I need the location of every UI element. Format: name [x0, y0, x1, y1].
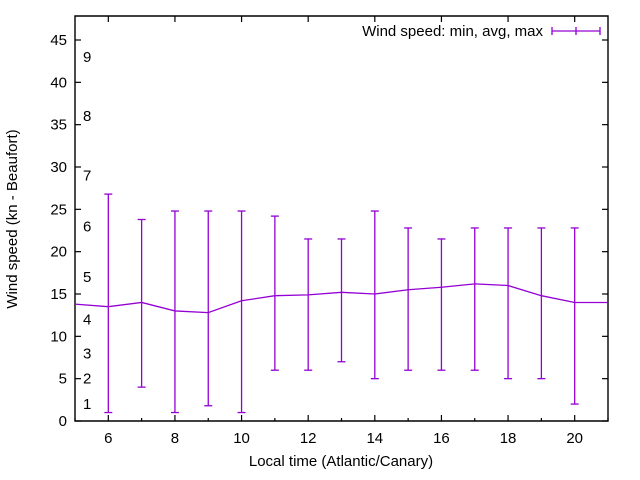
x-tick-label: 12: [300, 430, 317, 447]
x-tick-label: 10: [233, 430, 250, 447]
y-tick-label: 30: [50, 159, 67, 176]
beaufort-label: 2: [83, 371, 91, 388]
error-bar: [170, 210, 179, 414]
beaufort-label: 7: [83, 167, 91, 184]
beaufort-scale-labels: 1 2 3 4 5 6 7 8 9: [83, 49, 91, 413]
beaufort-label: 1: [83, 396, 91, 413]
y-tick-label: 40: [50, 74, 67, 91]
y-tick-label: 10: [50, 328, 67, 345]
y-tick-label: 0: [59, 413, 67, 430]
average-wind-speed-line: [74, 283, 608, 314]
y-tick-marks: [75, 39, 608, 422]
y-tick-label: 20: [50, 244, 67, 261]
y-tick-labels: 0 5 10 15 20 25 30 35 40 45: [50, 32, 67, 430]
error-bar: [204, 210, 213, 407]
error-bar: [537, 227, 546, 380]
x-tick-marks: [107, 16, 576, 421]
y-tick-label: 45: [50, 32, 67, 49]
x-tick-label: 14: [366, 430, 383, 447]
x-tick-label: 16: [433, 430, 450, 447]
error-bar: [337, 238, 346, 363]
error-bar: [470, 227, 479, 371]
error-bar: [570, 227, 579, 405]
beaufort-label: 4: [83, 311, 91, 328]
x-minor-tick-marks: [74, 418, 609, 421]
error-bar: [304, 238, 313, 371]
y-tick-label: 35: [50, 117, 67, 134]
error-bar: [270, 215, 279, 371]
error-bar: [437, 238, 446, 371]
legend-label-wind-speed: Wind speed: min, avg, max: [362, 23, 543, 40]
error-bar: [137, 218, 146, 388]
legend: Wind speed: min, avg, max: [362, 23, 601, 40]
x-axis-title: Local time (Atlantic/Canary): [249, 453, 433, 470]
y-tick-label: 5: [59, 371, 67, 388]
beaufort-label: 5: [83, 269, 91, 286]
legend-sample-errorbar: [551, 27, 601, 35]
error-bar: [237, 210, 246, 414]
x-tick-labels: 6 8 10 12 14 16 18 20: [104, 430, 583, 447]
y-tick-label: 25: [50, 201, 67, 218]
error-bars-group: [104, 193, 579, 414]
x-tick-label: 6: [104, 430, 112, 447]
y-axis-title: Wind speed (kn - Beaufort): [4, 129, 21, 308]
x-tick-label: 20: [566, 430, 583, 447]
beaufort-label: 8: [83, 108, 91, 125]
x-tick-label: 18: [500, 430, 517, 447]
x-tick-label: 8: [171, 430, 179, 447]
beaufort-label: 9: [83, 49, 91, 66]
error-bar: [404, 227, 413, 371]
error-bar: [504, 227, 513, 380]
beaufort-label: 3: [83, 345, 91, 362]
error-bar: [104, 193, 113, 414]
error-bar: [370, 210, 379, 380]
beaufort-label: 6: [83, 218, 91, 235]
y-tick-label: 15: [50, 286, 67, 303]
